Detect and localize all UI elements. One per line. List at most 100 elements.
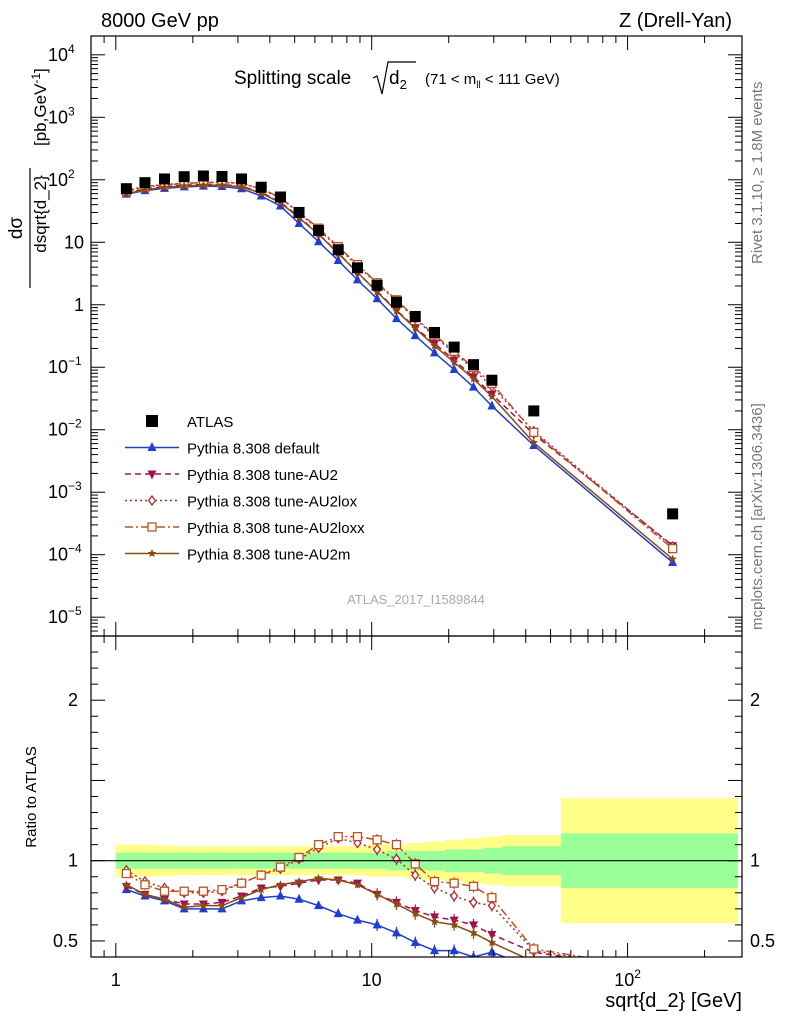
legend-label: Pythia 8.308 default — [187, 441, 320, 458]
y-tick-label: 10−4 — [48, 542, 82, 565]
data-point — [237, 893, 246, 902]
ratio-y-tick-label-right: 1 — [750, 851, 760, 871]
data-point — [528, 405, 540, 417]
legend-entry: Pythia 8.308 tune-AU2m — [125, 547, 350, 564]
y-tick-label: 10 — [64, 232, 84, 252]
data-point — [293, 206, 305, 218]
ratio-y-tick-label-right: 0.5 — [750, 931, 775, 951]
data-point — [468, 881, 479, 892]
data-point — [449, 878, 459, 888]
data-point — [147, 494, 157, 507]
data-point — [120, 183, 132, 195]
data-point — [529, 963, 538, 972]
title-main: Splitting scale — [234, 68, 351, 89]
ratio-ylabel: Ratio to ATLAS — [23, 746, 40, 847]
data-point — [391, 313, 401, 323]
series-line — [126, 877, 526, 957]
data-point — [122, 880, 131, 889]
data-point — [197, 170, 209, 182]
data-point — [179, 181, 189, 190]
data-point — [410, 330, 420, 340]
legend-label: Pythia 8.308 tune-AU2loxx — [187, 520, 365, 537]
data-point — [667, 508, 679, 520]
data-point — [255, 181, 267, 193]
data-point — [256, 885, 266, 894]
x-tick-label: 10 — [362, 970, 382, 990]
data-point — [391, 840, 402, 850]
data-point — [333, 831, 343, 842]
main-series-square-filled — [120, 170, 679, 520]
data-point — [468, 359, 480, 371]
series-line — [126, 835, 589, 957]
data-point — [256, 892, 266, 902]
legend-label: ATLAS — [187, 414, 233, 431]
data-point — [449, 890, 459, 902]
y-tick-label: 10−3 — [48, 479, 82, 502]
data-point — [276, 880, 285, 889]
data-point — [487, 892, 497, 903]
title-sqrt-arg: d2 — [389, 68, 407, 92]
data-point — [530, 957, 539, 965]
ylabel-units: [pb,GeV-1] — [29, 68, 50, 146]
data-point — [217, 884, 227, 895]
data-point — [469, 928, 478, 937]
data-point — [469, 896, 478, 909]
title-cut: (71 < mll < 111 GeV) — [425, 71, 560, 91]
ratio-series-square-open — [121, 831, 589, 957]
data-point — [140, 185, 150, 194]
data-point — [217, 180, 227, 189]
data-point — [487, 938, 497, 947]
data-point — [392, 853, 401, 865]
legend-entry: Pythia 8.308 tune-AU2loxx — [125, 520, 365, 537]
legend-label: Pythia 8.308 tune-AU2lox — [187, 494, 358, 511]
data-point — [140, 880, 150, 890]
data-point — [429, 326, 441, 338]
data-point — [147, 522, 157, 532]
mcplots-text: mcplots.cern.ch [arXiv:1306.3436] — [749, 403, 766, 630]
ratio-y-tick-label: 1 — [68, 851, 78, 871]
data-point — [372, 293, 382, 303]
data-point — [429, 876, 440, 887]
data-point — [159, 886, 170, 896]
data-point — [314, 873, 323, 882]
data-point — [392, 899, 401, 908]
data-point — [236, 878, 247, 888]
sqrt-sign-icon — [372, 61, 416, 95]
series-line — [126, 181, 674, 550]
data-point — [449, 945, 459, 955]
series-line — [126, 879, 571, 957]
series-line — [126, 184, 674, 560]
data-point — [352, 914, 362, 924]
data-point — [294, 893, 304, 903]
data-point — [275, 890, 285, 900]
ratio-series-layer — [121, 831, 677, 979]
data-point — [669, 969, 676, 978]
y-tick-label: 1 — [74, 295, 84, 315]
data-point — [147, 470, 157, 480]
data-point — [372, 919, 382, 929]
data-point — [199, 180, 208, 189]
data-point — [333, 255, 343, 265]
series-line — [126, 888, 507, 957]
data-point — [410, 859, 420, 869]
legend-label: Pythia 8.308 tune-AU2 — [187, 467, 338, 484]
data-point — [121, 868, 132, 879]
data-point — [392, 306, 401, 315]
analysis-watermark: ATLAS_2017_I1589844 — [347, 592, 485, 607]
ylabel-denominator: dsqrt{d_2} — [31, 175, 50, 253]
data-point — [410, 909, 420, 918]
data-point — [430, 945, 440, 955]
data-point — [668, 970, 677, 979]
xlabel: sqrt{d_2} [GeV] — [605, 990, 742, 1012]
data-point — [352, 274, 362, 284]
data-point — [487, 931, 497, 941]
data-point — [409, 310, 421, 322]
data-point — [198, 886, 209, 896]
legend-entry: ATLAS — [146, 414, 233, 431]
data-point — [160, 894, 169, 903]
data-point — [449, 920, 459, 929]
data-point — [470, 951, 477, 957]
header-left: 8000 GeV pp — [101, 10, 219, 32]
data-point — [351, 262, 363, 274]
